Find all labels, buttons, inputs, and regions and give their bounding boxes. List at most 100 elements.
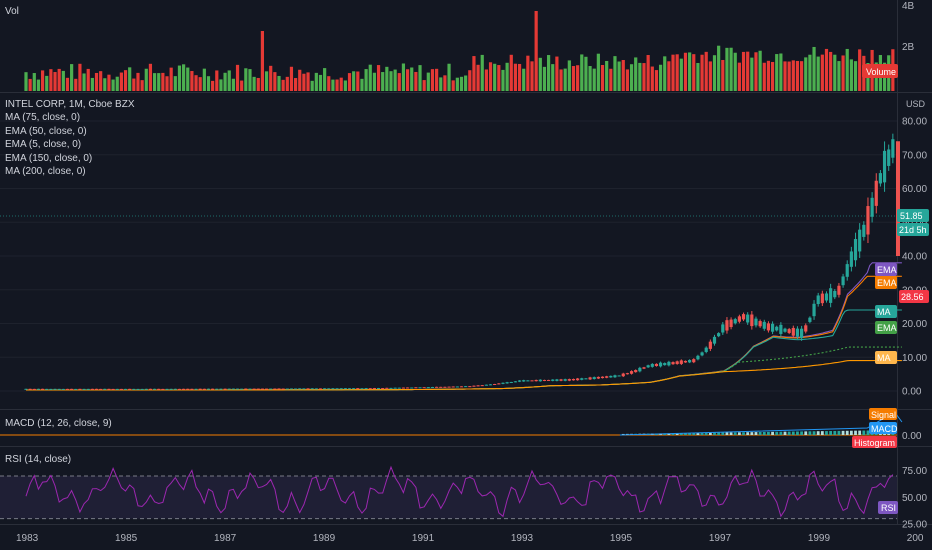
- candle: [692, 359, 696, 363]
- volume-bar: [472, 56, 476, 91]
- legend-ma200[interactable]: MA (200, close, 0): [5, 166, 86, 178]
- volume-bar: [596, 53, 600, 91]
- candle: [866, 206, 870, 235]
- volume-bar: [418, 65, 422, 91]
- macd-tag: [852, 436, 897, 448]
- volume-bar: [766, 60, 771, 91]
- legend-ema5[interactable]: EMA (5, close, 0): [5, 139, 82, 151]
- macd-bar: [742, 432, 745, 435]
- macd-bar: [800, 431, 804, 435]
- macd-bar: [717, 432, 721, 435]
- volume-bar: [182, 64, 186, 91]
- candle: [621, 373, 625, 377]
- volume-bar: [538, 57, 542, 91]
- candle: [746, 314, 750, 323]
- macd-bar: [713, 432, 716, 435]
- volume-bar: [435, 68, 439, 91]
- candle: [625, 373, 630, 375]
- volume-bar: [223, 72, 227, 91]
- candle: [136, 388, 140, 390]
- candle: [824, 293, 829, 301]
- volume-bar: [198, 77, 202, 91]
- volume-bar: [360, 78, 364, 91]
- candle: [393, 387, 397, 389]
- volume-bar: [339, 77, 343, 91]
- candle: [795, 328, 800, 337]
- time-axis-label: 1995: [610, 533, 633, 544]
- volume-bar: [260, 31, 265, 91]
- candle: [480, 385, 484, 387]
- volume-bar: [820, 54, 824, 91]
- candle: [339, 388, 343, 390]
- volume-bar: [389, 71, 393, 91]
- volume-bar: [555, 56, 559, 91]
- volume-bar: [364, 69, 368, 91]
- rsi-scale-label: 50.00: [902, 493, 927, 504]
- macd-bar: [812, 431, 816, 435]
- volume-bar: [837, 61, 841, 91]
- volume-bar: [853, 61, 858, 91]
- candle: [667, 361, 671, 366]
- volume-bar: [298, 69, 302, 91]
- candle: [567, 379, 571, 381]
- macd-bar: [791, 431, 795, 435]
- legend-ema50[interactable]: EMA (50, close, 0): [5, 125, 87, 137]
- candle: [808, 317, 812, 322]
- time-axis-label: 1999: [808, 533, 831, 544]
- candle: [654, 363, 659, 367]
- indicator-tag-label: EMA: [877, 265, 897, 275]
- volume-bar: [592, 68, 596, 91]
- candle: [401, 387, 406, 389]
- candle: [870, 197, 874, 217]
- volume-bar: [646, 55, 650, 91]
- volume-bar: [318, 74, 323, 91]
- candle: [837, 285, 841, 295]
- candle: [161, 388, 165, 390]
- volume-bar: [32, 73, 36, 91]
- indicator-tag: [875, 321, 897, 334]
- volume-bar: [613, 56, 617, 91]
- candle: [675, 361, 679, 364]
- candle: [360, 388, 364, 390]
- candle: [849, 251, 853, 267]
- candle: [683, 360, 688, 363]
- legend-ema150[interactable]: EMA (150, close, 0): [5, 152, 93, 164]
- legend-ma75[interactable]: MA (75, close, 0): [5, 112, 81, 123]
- volume-bar: [78, 63, 82, 91]
- candle: [708, 341, 712, 349]
- macd-tag-label: Signal: [871, 410, 896, 420]
- volume-bar: [252, 76, 256, 91]
- rsi-scale-label: 25.00: [902, 520, 927, 531]
- candle: [94, 388, 99, 390]
- volume-bar: [464, 75, 468, 91]
- volume-bar: [177, 65, 182, 91]
- volume-bar: [393, 69, 397, 91]
- candle: [580, 378, 584, 380]
- volume-bar: [123, 70, 128, 91]
- macd-bar: [750, 432, 754, 435]
- volume-bar: [625, 69, 630, 91]
- volume-bar: [505, 62, 509, 91]
- candle: [522, 380, 526, 382]
- volume-bar: [708, 61, 712, 91]
- volume-bar: [829, 51, 833, 91]
- volume-bar: [61, 70, 65, 91]
- candle: [488, 384, 493, 386]
- macd-bar: [854, 430, 857, 435]
- candle: [596, 376, 600, 379]
- volume-bar: [347, 73, 352, 91]
- last-price-tag: [897, 209, 929, 222]
- volume-bar: [737, 62, 741, 91]
- volume-bar: [629, 64, 634, 91]
- macd-bar: [837, 430, 841, 435]
- candle: [658, 362, 663, 367]
- candle: [833, 290, 837, 298]
- volume-bar: [845, 48, 849, 91]
- candle: [356, 388, 360, 390]
- volume-bar: [588, 66, 592, 91]
- candle: [111, 388, 115, 390]
- candle: [376, 388, 381, 390]
- macd-bar: [758, 432, 762, 435]
- candle: [700, 352, 704, 356]
